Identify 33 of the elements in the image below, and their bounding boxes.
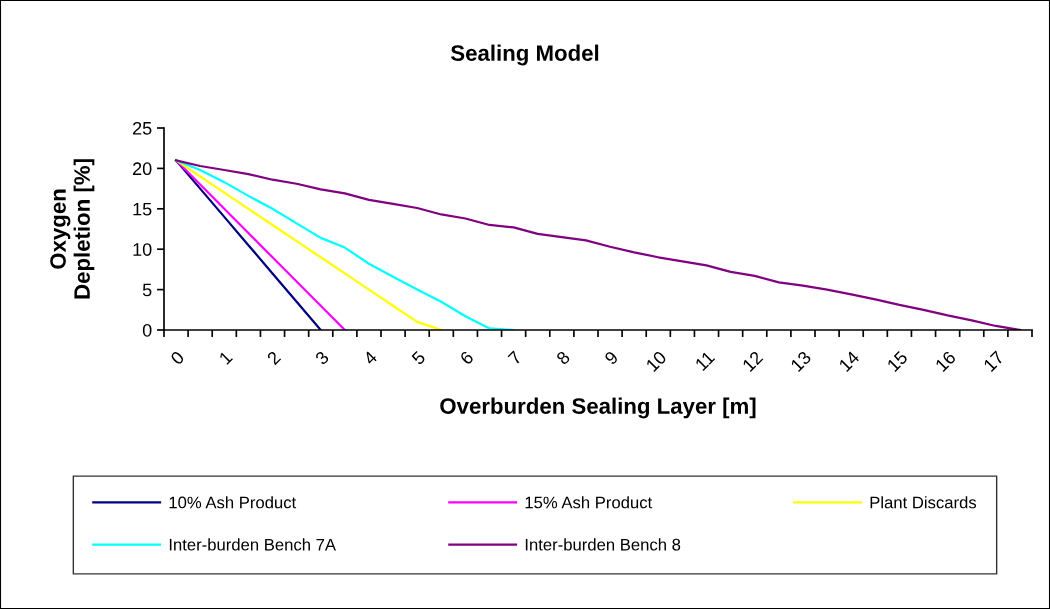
x-axis-title: Overburden Sealing Layer [m] [440, 397, 756, 419]
x-tick-label: 12 [741, 350, 764, 372]
x-tick-label: 9 [603, 350, 619, 366]
x-tick-label: 7 [507, 350, 523, 366]
x-tick-label: 6 [459, 350, 475, 366]
legend-label: 10% Ash Product [169, 496, 297, 509]
x-tick-label: 10 [645, 350, 668, 373]
chart-title: Sealing Model [450, 44, 599, 66]
x-tick-label: 5 [411, 350, 427, 366]
legend-label: Inter-burden Bench 8 [525, 538, 681, 551]
x-tick-label: 3 [314, 350, 330, 366]
x-tick-label: 14 [838, 350, 861, 372]
x-tick-label: 2 [266, 350, 282, 366]
x-tick-label: 11 [694, 350, 716, 371]
y-axis-title: Oxygen Depletion [%] [50, 159, 95, 299]
line-series [174, 159, 443, 330]
x-tick-label: 1 [218, 350, 233, 365]
y-tick-label: 10 [133, 243, 152, 256]
y-tick-label: 20 [133, 162, 152, 176]
x-tick-label: 8 [555, 350, 571, 366]
legend-label: 15% Ash Product [525, 496, 653, 509]
legend-label: Plant Discards [870, 496, 977, 509]
y-tick-label: 15 [133, 202, 152, 216]
x-tick-label: 15 [886, 350, 909, 373]
x-tick-label: 17 [983, 350, 1005, 372]
y-tick-label: 0 [142, 323, 152, 337]
y-tick-label: 25 [133, 121, 152, 135]
y-tick-label: 5 [142, 283, 152, 297]
x-tick-label: 16 [934, 350, 957, 373]
x-tick-label: 0 [169, 350, 185, 366]
x-tick-label: 13 [790, 350, 812, 373]
x-tick-label: 4 [362, 350, 378, 366]
legend-label: Inter-burden Bench 7A [169, 538, 336, 551]
